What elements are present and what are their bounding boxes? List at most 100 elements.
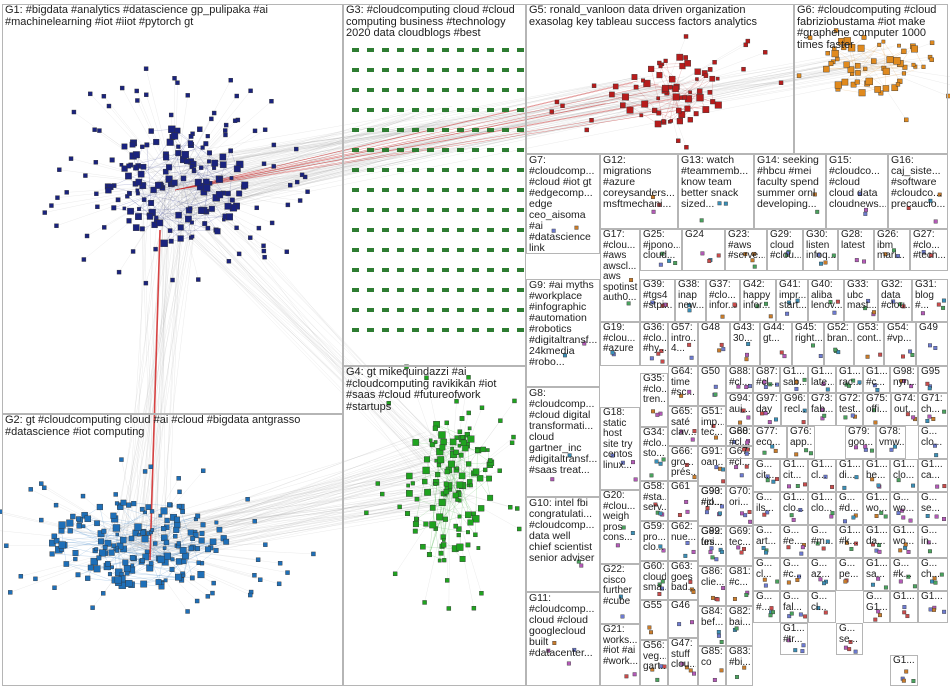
- group-panel-g50[interactable]: G50: [698, 366, 726, 406]
- group-panel-g10[interactable]: G10: intel fbi congratulati... #cloudcom…: [526, 497, 600, 592]
- group-panel-g12[interactable]: G12: migrations #azure coreysanders... m…: [600, 154, 678, 229]
- group-panel-g83[interactable]: G83: #bi...: [726, 646, 753, 686]
- group-panel-g51[interactable]: G51: imp... tec...: [698, 406, 726, 446]
- group-panel-g1x30[interactable]: G... #c...: [780, 558, 808, 591]
- group-panel-g92[interactable]: G92: uni...: [698, 526, 726, 566]
- group-panel-g64[interactable]: G64: time #sc...: [668, 366, 698, 406]
- group-panel-g30[interactable]: G30: listen infoq...: [803, 229, 838, 271]
- group-panel-g1x35[interactable]: G... fal...: [780, 591, 808, 623]
- group-panel-g55[interactable]: G55: [640, 600, 668, 640]
- group-panel-g23[interactable]: G23: #aws #serve...: [725, 229, 767, 271]
- group-panel-g1x34[interactable]: G... #...: [753, 591, 780, 623]
- group-panel-g44[interactable]: G44: gt...: [760, 322, 792, 366]
- group-panel-g35[interactable]: G35: #clo... tren...: [640, 373, 668, 427]
- group-panel-g1x2[interactable]: G1... late...: [808, 366, 836, 393]
- group-panel-g1x33[interactable]: G... #k...: [890, 558, 918, 591]
- group-panel-g1x28[interactable]: G1... sa...: [863, 558, 890, 591]
- group-panel-g62[interactable]: G62: nue...: [668, 521, 698, 561]
- group-panel-g1x9[interactable]: G1... be...: [863, 459, 890, 492]
- group-panel-g1x19[interactable]: G1... da...: [863, 525, 890, 558]
- group-panel-g1x10[interactable]: G1... clo...: [890, 459, 918, 492]
- group-panel-g54[interactable]: G54: #vp...: [884, 322, 916, 366]
- group-panel-g69[interactable]: G69: tec...: [726, 526, 753, 566]
- group-panel-g56[interactable]: G56: veg... gart...: [640, 640, 668, 686]
- group-panel-g8[interactable]: G8: #cloudcomp... #cloud digital transfo…: [526, 387, 600, 497]
- group-panel-g2[interactable]: G2: gt #cloudcomputing cloud #ai #cloud …: [2, 414, 343, 686]
- group-panel-g39[interactable]: G39: #tgs4 #stpi...: [640, 279, 675, 322]
- group-panel-g1x27[interactable]: G... pe...: [836, 558, 863, 591]
- group-panel-g1x11[interactable]: G... ils...: [753, 492, 780, 525]
- group-panel-g6[interactable]: G6: #cloudcomputing #cloud fabriziobusta…: [794, 4, 948, 154]
- group-panel-g17[interactable]: G17: #clou... #aws awscl... aws spotinst…: [600, 229, 640, 322]
- group-panel-g1x7[interactable]: G1... cl...: [808, 459, 836, 492]
- group-panel-g66[interactable]: G66: gro... prés...: [668, 446, 698, 481]
- group-panel-g1x24[interactable]: G... in...: [918, 525, 948, 558]
- group-panel-g1x22[interactable]: G... #e...: [780, 525, 808, 558]
- group-panel-g41[interactable]: G41: impr... start...: [776, 279, 808, 322]
- group-panel-g7[interactable]: G7: #cloudcomp... #cloud #iot gt #edgeco…: [526, 154, 600, 254]
- group-panel-g38[interactable]: G38: inap new...: [675, 279, 706, 322]
- group-panel-g57[interactable]: G57: intro... 4...: [668, 322, 698, 366]
- group-panel-g29[interactable]: G29: cloud #clou...: [767, 229, 803, 271]
- group-panel-g14[interactable]: G14: seeking #hbcu #mei faculty spend su…: [754, 154, 826, 229]
- group-panel-g98[interactable]: G98: nyn...: [890, 366, 918, 393]
- group-panel-g43[interactable]: G43: 30...: [730, 322, 760, 366]
- group-panel-g13[interactable]: G13: watch #teammemb... know team better…: [678, 154, 754, 229]
- group-panel-g84[interactable]: G84: bef...: [698, 606, 726, 646]
- group-panel-g45[interactable]: G45: right...: [792, 322, 824, 366]
- group-panel-g97[interactable]: G97: day: [753, 393, 781, 426]
- group-panel-g96[interactable]: G96: recl...: [781, 393, 808, 426]
- group-panel-g22[interactable]: G22: cisco further #cube: [600, 564, 640, 624]
- group-panel-g1x25[interactable]: G... #m...: [808, 525, 836, 558]
- group-panel-g1x18[interactable]: G1... ca...: [918, 459, 948, 492]
- group-panel-g9[interactable]: G9: #ai myths #workplace #infographic #a…: [526, 279, 600, 387]
- group-panel-g86[interactable]: G86: clie...: [698, 566, 726, 606]
- group-panel-g25[interactable]: G25: #jpono... cloud...: [640, 229, 682, 271]
- group-panel-g60[interactable]: G60: cloud sma...: [640, 561, 668, 600]
- group-panel-g73[interactable]: G73: fab...: [808, 393, 836, 426]
- group-panel-g32[interactable]: G32: data #clou...: [878, 279, 912, 322]
- group-panel-g52[interactable]: G52: bran...: [824, 322, 854, 366]
- group-panel-g1x39[interactable]: G1... #tr...: [780, 623, 808, 655]
- group-panel-g42[interactable]: G42: happy infor...: [740, 279, 776, 322]
- group-panel-g1x3[interactable]: G1... rac...: [836, 366, 863, 393]
- group-panel-g15[interactable]: G15: #cloudco... #cloud cloud data cloud…: [826, 154, 888, 229]
- group-panel-g61[interactable]: G61: [668, 481, 698, 521]
- group-panel-g1x20[interactable]: G... se...: [918, 492, 948, 525]
- group-panel-g63[interactable]: G63: goes bad...: [668, 561, 698, 600]
- group-panel-g82[interactable]: G82: bai...: [726, 606, 753, 646]
- group-panel-g1x12[interactable]: G1... clo...: [780, 492, 808, 525]
- group-panel-g18[interactable]: G18: static host site try centos linux..…: [600, 407, 640, 490]
- group-panel-g79[interactable]: G79: goo...: [845, 426, 876, 459]
- group-panel-g81[interactable]: G81: #c...: [726, 566, 753, 606]
- group-panel-g70[interactable]: G70: ori...: [726, 486, 753, 526]
- group-panel-g33[interactable]: G33: ubc mast...: [844, 279, 878, 322]
- group-panel-g48[interactable]: G48: [698, 322, 730, 366]
- group-panel-g80[interactable]: G80: #cl...: [726, 426, 753, 459]
- group-panel-g16[interactable]: G16: caj_siste... #software #cloudco... …: [888, 154, 948, 229]
- group-panel-g1x8[interactable]: G1... di...: [836, 459, 863, 492]
- group-panel-g31[interactable]: G31: blog #...: [912, 279, 948, 322]
- group-panel-g26[interactable]: G26: ibm mari...: [874, 229, 910, 271]
- group-panel-g28[interactable]: G28: latest: [838, 229, 874, 271]
- group-panel-g1x13[interactable]: G1... clo...: [808, 492, 836, 525]
- group-panel-g88[interactable]: G88: #cl...: [726, 366, 753, 393]
- group-panel-g1x31[interactable]: G... ch...: [918, 558, 948, 591]
- group-panel-g1x40[interactable]: G1...: [890, 591, 918, 623]
- group-panel-g1x4[interactable]: G1... #c...: [863, 366, 890, 393]
- group-panel-g1x1[interactable]: G1... sab...: [780, 366, 808, 393]
- group-panel-g1x26[interactable]: G1... #k...: [836, 525, 863, 558]
- group-panel-g1x14[interactable]: G1... wo...: [863, 492, 890, 525]
- group-panel-g1x6[interactable]: G1... cit...: [780, 459, 808, 492]
- group-panel-g95[interactable]: G95: [918, 366, 948, 393]
- group-panel-g20[interactable]: G20: #clou... weigh pros cons...: [600, 490, 640, 564]
- group-panel-g58[interactable]: G58: #sta... serv...: [640, 481, 668, 521]
- group-panel-g59[interactable]: G59: pro... clo...: [640, 521, 668, 561]
- group-panel-g72[interactable]: G72: test...: [836, 393, 863, 426]
- group-panel-g1x38[interactable]: G... G1...: [863, 591, 890, 623]
- group-panel-g49[interactable]: G49: [916, 322, 948, 366]
- group-panel-g21[interactable]: G21: works... #iot #ai #work...: [600, 624, 640, 686]
- group-panel-g74[interactable]: G74: out...: [891, 393, 918, 426]
- group-panel-g67[interactable]: G67: #cl...: [726, 446, 753, 486]
- group-panel-g1x36[interactable]: G... cl...: [808, 591, 836, 623]
